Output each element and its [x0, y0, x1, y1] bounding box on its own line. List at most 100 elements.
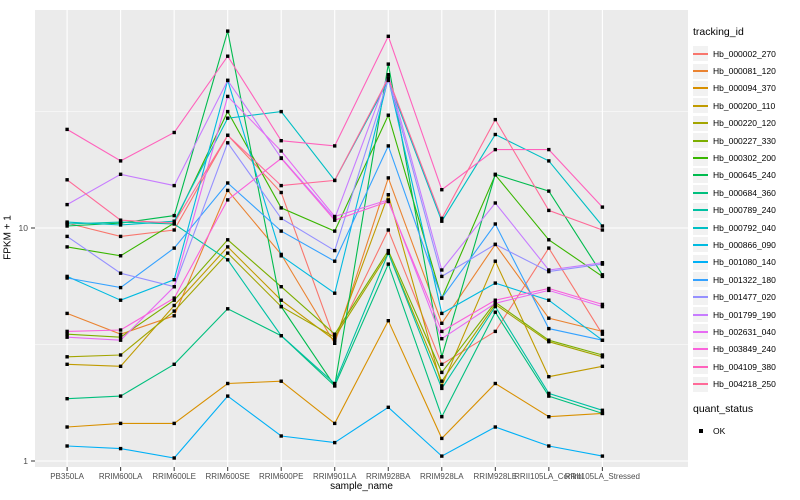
x-tick-label: RRIM901LA: [313, 472, 357, 481]
x-tick-label: RRIM600LA: [99, 472, 143, 481]
legend-key-line-icon: [693, 359, 708, 375]
legend-item-Hb_000684_360: Hb_000684_360: [693, 184, 799, 201]
data-point: [440, 268, 444, 272]
data-point: [65, 311, 69, 316]
data-point: [226, 181, 230, 185]
data-point: [118, 394, 123, 398]
data-point: [600, 338, 605, 342]
data-point: [226, 251, 230, 255]
data-point: [65, 355, 69, 359]
data-point: [65, 222, 69, 226]
data-point: [65, 332, 69, 336]
data-point: [547, 286, 551, 291]
data-point: [600, 261, 605, 265]
data-point: [226, 381, 230, 386]
data-point: [172, 219, 176, 223]
data-point: [118, 364, 123, 368]
data-point: [600, 302, 605, 307]
legend-item-Hb_000081_120: Hb_000081_120: [693, 62, 799, 79]
legend-key-line-icon: [693, 376, 708, 392]
data-point: [600, 411, 605, 416]
data-point: [118, 446, 123, 451]
data-point: [493, 329, 497, 334]
legend-item-Hb_000302_200: Hb_000302_200: [693, 149, 799, 166]
legend-item-Hb_004218_250: Hb_004218_250: [693, 375, 799, 392]
data-point: [440, 329, 444, 334]
data-point: [386, 319, 390, 323]
data-point: [493, 132, 497, 137]
data-point: [600, 273, 605, 277]
data-point: [440, 362, 444, 366]
data-point: [279, 298, 283, 302]
data-point: [279, 183, 283, 188]
legend-item-label: Hb_000002_270: [713, 48, 776, 59]
legend-key-line-icon: [693, 272, 708, 288]
data-point: [386, 248, 390, 253]
legend-key-line-icon: [693, 150, 708, 166]
data-point: [547, 316, 551, 320]
data-point: [118, 218, 123, 222]
data-point: [440, 355, 444, 359]
data-point: [386, 73, 390, 77]
data-point: [547, 375, 551, 379]
data-point: [440, 454, 444, 458]
data-point: [226, 29, 230, 33]
data-point: [440, 370, 444, 375]
data-point: [386, 76, 390, 80]
legend-key-line-icon: [693, 202, 708, 218]
data-point: [547, 147, 551, 152]
data-point: [172, 285, 176, 289]
plot-area: PB350LA RRIM600LA RRIM600LE RRIM600SE RRIM60…: [19, 10, 688, 481]
data-point: [600, 224, 605, 228]
data-point: [547, 338, 551, 342]
data-point: [333, 332, 337, 336]
data-point: [65, 444, 69, 448]
data-point: [333, 335, 337, 339]
legend-item-Hb_001080_140: Hb_001080_140: [693, 254, 799, 271]
data-point: [118, 285, 123, 290]
legend-item-Hb_000220_120: Hb_000220_120: [693, 115, 799, 132]
legend-title-tracking-id: tracking_id: [693, 26, 744, 38]
data-point: [65, 220, 69, 224]
legend-item-Hb_002631_040: Hb_002631_040: [693, 323, 799, 340]
data-point: [172, 362, 176, 366]
data-point: [226, 258, 230, 262]
data-point: [547, 159, 551, 163]
y-tick-label: 1: [23, 456, 28, 466]
legend-key-line-icon: [693, 254, 708, 270]
data-point: [279, 149, 283, 153]
legend-key-line-icon: [693, 46, 708, 62]
data-point: [547, 189, 551, 193]
data-point: [65, 425, 69, 429]
legend-item-label: Hb_000645_240: [713, 170, 776, 181]
x-tick-label: RRIM928BA: [366, 472, 411, 481]
x-tick-label: RRIM928LE: [474, 472, 518, 481]
data-point: [547, 394, 551, 398]
legend-item-label: OK: [713, 425, 726, 436]
data-point: [226, 245, 230, 249]
data-point: [547, 268, 551, 272]
data-point: [118, 332, 123, 336]
legend-item-label: Hb_000789_240: [713, 205, 776, 216]
data-point: [279, 206, 283, 210]
data-point: [279, 109, 283, 114]
data-point: [440, 386, 444, 391]
data-point: [547, 298, 551, 302]
data-point: [440, 337, 444, 341]
data-point: [333, 341, 337, 345]
data-point: [333, 338, 337, 342]
legend-items: Hb_000002_270 Hb_000081_120 Hb_000094_370 H…: [693, 45, 799, 393]
data-point: [172, 228, 176, 232]
legend-key-line-icon: [693, 220, 708, 236]
data-point: [333, 259, 337, 263]
data-point: [118, 335, 123, 339]
data-point: [493, 301, 497, 305]
data-point: [440, 296, 444, 300]
data-point: [547, 391, 551, 396]
data-point: [440, 321, 444, 325]
data-point: [493, 222, 497, 226]
data-point: [386, 34, 390, 38]
data-point: [386, 228, 390, 232]
data-point: [118, 223, 123, 227]
